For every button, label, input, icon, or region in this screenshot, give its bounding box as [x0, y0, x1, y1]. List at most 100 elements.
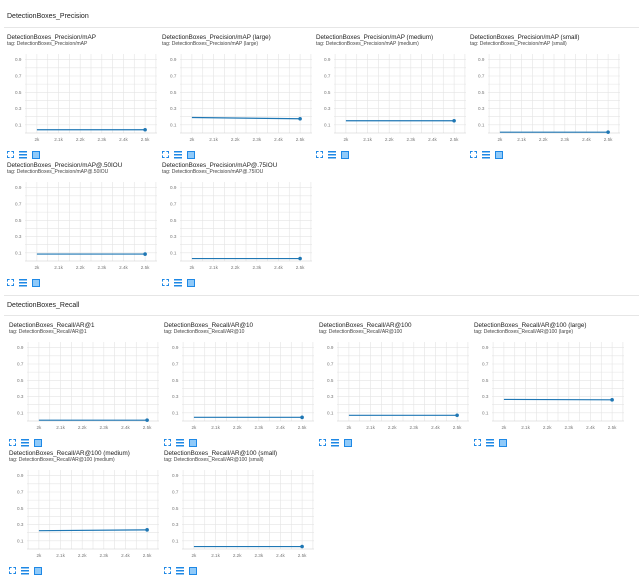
- expand-icon[interactable]: [162, 279, 169, 286]
- fit-domain-icon[interactable]: [189, 567, 197, 575]
- y-tick-label: 0.7: [327, 361, 334, 366]
- y-tick-label: 0.1: [324, 122, 331, 127]
- y-tick-label: 0.5: [17, 506, 24, 511]
- expand-icon[interactable]: [316, 151, 323, 158]
- x-tick-label: 2.2k: [388, 425, 397, 430]
- fit-domain-icon[interactable]: [187, 151, 195, 159]
- x-tick-label: 2.2k: [78, 425, 87, 430]
- expand-icon[interactable]: [474, 439, 481, 446]
- fit-domain-icon[interactable]: [32, 151, 40, 159]
- chart-title: DetectionBoxes_Precision/mAP@.50IOU: [7, 162, 159, 169]
- y-tick-label: 0.7: [170, 73, 177, 78]
- toggle-log-scale-icon[interactable]: [176, 439, 184, 447]
- y-tick-label: 0.9: [172, 345, 179, 350]
- divider: [4, 295, 639, 296]
- toggle-log-scale-icon[interactable]: [21, 567, 29, 575]
- x-tick-label: 2.4k: [119, 265, 128, 270]
- x-tick-label: 2.2k: [385, 137, 394, 142]
- x-tick-label: 2k: [191, 425, 197, 430]
- x-tick-label: 2k: [191, 553, 197, 558]
- y-tick-label: 0.3: [15, 106, 22, 111]
- fit-domain-icon[interactable]: [344, 439, 352, 447]
- expand-icon[interactable]: [162, 151, 169, 158]
- chart-title: DetectionBoxes_Recall/AR@100: [319, 322, 471, 329]
- x-tick-label: 2.3k: [254, 553, 263, 558]
- y-tick-label: 0.1: [17, 538, 24, 543]
- y-tick-label: 0.5: [15, 218, 22, 223]
- x-tick-label: 2k: [343, 137, 349, 142]
- fit-domain-icon[interactable]: [341, 151, 349, 159]
- scalar-chart-card: DetectionBoxes_Recall/AR@100 (medium) ta…: [9, 450, 161, 578]
- toggle-log-scale-icon[interactable]: [328, 151, 336, 159]
- expand-icon[interactable]: [164, 439, 171, 446]
- x-tick-label: 2.1k: [211, 553, 220, 558]
- data-point: [145, 528, 149, 532]
- expand-icon[interactable]: [7, 151, 14, 158]
- fit-domain-icon[interactable]: [187, 279, 195, 287]
- fit-domain-icon[interactable]: [32, 279, 40, 287]
- expand-icon[interactable]: [164, 567, 171, 574]
- chart-tag: tag: DetectionBoxes_Precision/mAP@.75IOU: [162, 169, 314, 175]
- chart-tag: tag: DetectionBoxes_Recall/AR@100 (mediu…: [9, 457, 161, 463]
- toggle-log-scale-icon[interactable]: [21, 439, 29, 447]
- x-tick-label: 2.3k: [99, 553, 108, 558]
- x-tick-label: 2.3k: [252, 137, 261, 142]
- section-title-precision: DetectionBoxes_Precision: [7, 13, 89, 20]
- x-tick-label: 2.1k: [56, 553, 65, 558]
- fit-domain-icon[interactable]: [189, 439, 197, 447]
- expand-icon[interactable]: [7, 279, 14, 286]
- y-tick-label: 0.7: [15, 201, 22, 206]
- fit-domain-icon[interactable]: [34, 567, 42, 575]
- toggle-log-scale-icon[interactable]: [486, 439, 494, 447]
- scalar-chart-card: DetectionBoxes_Recall/AR@10 tag: Detecti…: [164, 322, 316, 450]
- expand-icon[interactable]: [470, 151, 477, 158]
- toggle-log-scale-icon[interactable]: [174, 151, 182, 159]
- x-tick-label: 2.5k: [143, 425, 152, 430]
- data-point: [298, 257, 302, 261]
- x-tick-label: 2.3k: [406, 137, 415, 142]
- expand-icon[interactable]: [9, 567, 16, 574]
- y-tick-label: 0.5: [478, 90, 485, 95]
- toggle-log-scale-icon[interactable]: [176, 567, 184, 575]
- toggle-log-scale-icon[interactable]: [331, 439, 339, 447]
- x-tick-label: 2.5k: [143, 553, 152, 558]
- scalar-chart-card: DetectionBoxes_Precision/mAP tag: Detect…: [7, 34, 159, 162]
- chart-title: DetectionBoxes_Recall/AR@100 (small): [164, 450, 316, 457]
- toggle-log-scale-icon[interactable]: [482, 151, 490, 159]
- expand-icon[interactable]: [319, 439, 326, 446]
- fit-domain-icon[interactable]: [495, 151, 503, 159]
- x-tick-label: 2.1k: [54, 137, 63, 142]
- x-tick-label: 2.4k: [121, 425, 130, 430]
- toggle-log-scale-icon[interactable]: [19, 151, 27, 159]
- toggle-log-scale-icon[interactable]: [174, 279, 182, 287]
- y-tick-label: 0.1: [170, 250, 177, 255]
- x-tick-label: 2.1k: [366, 425, 375, 430]
- data-point: [298, 117, 302, 121]
- y-tick-label: 0.3: [15, 234, 22, 239]
- x-tick-label: 2k: [189, 137, 195, 142]
- fit-domain-icon[interactable]: [499, 439, 507, 447]
- toggle-log-scale-icon[interactable]: [19, 279, 27, 287]
- y-tick-label: 0.3: [482, 394, 489, 399]
- x-tick-label: 2.1k: [363, 137, 372, 142]
- x-tick-label: 2.4k: [582, 137, 591, 142]
- expand-icon[interactable]: [9, 439, 16, 446]
- y-tick-label: 0.7: [172, 361, 179, 366]
- data-point: [610, 398, 614, 402]
- fit-domain-icon[interactable]: [34, 439, 42, 447]
- y-tick-label: 0.5: [17, 378, 24, 383]
- series-line: [39, 530, 147, 531]
- x-tick-label: 2.2k: [231, 265, 240, 270]
